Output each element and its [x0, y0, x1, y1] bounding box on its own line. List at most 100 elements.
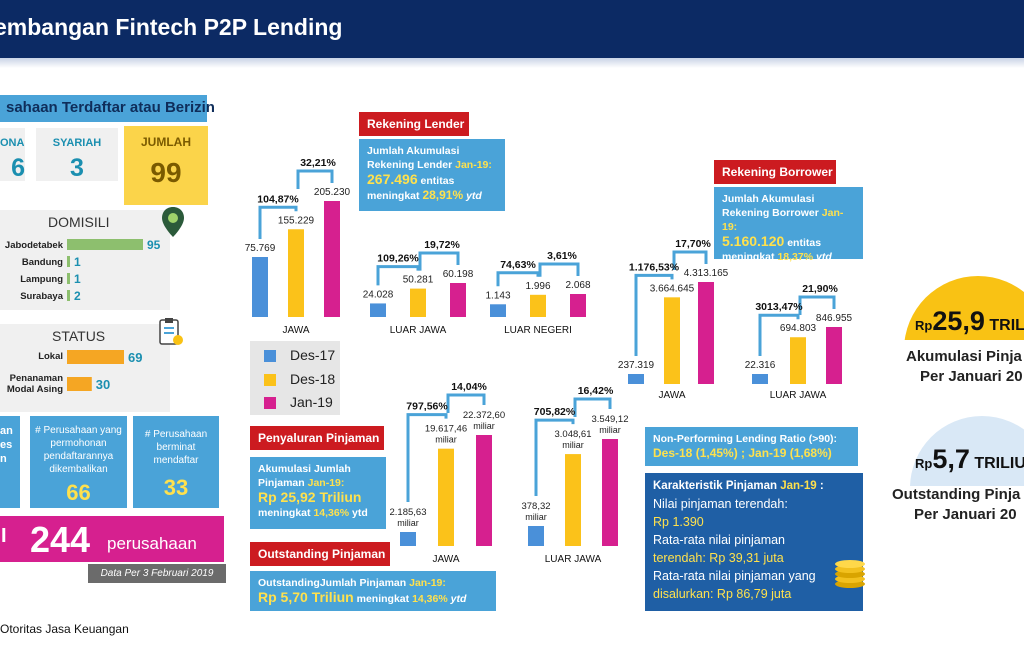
bar-rekening-lender-luar-jawa-jan-19: [450, 283, 466, 317]
karakteristik-line-4: Rata-rata nilai pinjaman yang: [653, 569, 816, 583]
category-label: LUAR JAWA: [770, 390, 827, 401]
npl-line2: Des-18 (1,45%) ; Jan-19 (1,68%): [653, 446, 832, 460]
legend-label-jan19: Jan-19: [290, 394, 333, 410]
domisili-bar-label: Bandung: [22, 257, 63, 268]
growth-label: 797,56%: [406, 401, 448, 413]
tile-syariah: SYARIAH 3: [36, 128, 118, 182]
bar-value-label: 22.372,60: [463, 410, 505, 421]
tile-jumlah: JUMLAH 99: [124, 126, 208, 205]
borrower-line2b: Jan-19:: [722, 207, 844, 233]
borrower-line2a: Rekening Borrower: [722, 207, 819, 219]
kpi-outstanding-badge: [910, 416, 1024, 486]
bar-value-label: 60.198: [443, 269, 474, 280]
tile-berizin: an es n: [0, 416, 20, 508]
karakteristik-title-c: :: [819, 480, 824, 492]
domisili-bar-label: Lampung: [20, 274, 63, 285]
outstanding-amount: Rp 5,70 Triliun: [258, 589, 354, 605]
kpi-outstanding-caption2: Per Januari 20: [914, 506, 1017, 523]
penyaluran-line2b: Jan-19:: [307, 477, 345, 489]
legend-swatch-des18: [264, 374, 276, 386]
domisili-bar: [67, 239, 143, 250]
bar-penyaluran-pinjaman-luar-jawa-des-17: [528, 526, 544, 546]
growth-bracket: [258, 205, 298, 239]
bar-penyaluran-pinjaman-luar-jawa-des-18: [565, 454, 581, 546]
status-bar-label: Lokal: [38, 351, 63, 362]
domisili-title: DOMISILI: [48, 214, 110, 230]
penyaluran-line2a: Pinjaman: [258, 477, 305, 489]
bar-value-label: 22.316: [745, 360, 776, 371]
kpi-accumulation-unit: TRIL: [989, 317, 1024, 334]
bar-value-unit: miliar: [599, 425, 621, 435]
karakteristik-title-b: Jan-19: [780, 480, 817, 492]
outstanding-label: Outstanding Pinjaman: [250, 542, 390, 566]
total-value: 244: [30, 519, 91, 560]
coins-icon: [835, 560, 865, 588]
lender-line1: Jumlah Akumulasi: [367, 145, 460, 157]
bar-value-label: 4.313.165: [684, 268, 729, 279]
bar-rekening-borrower-jawa-des-18: [664, 297, 680, 384]
outstanding-growth-suffix: ytd: [450, 593, 467, 605]
karakteristik-line-0: Nilai pinjaman terendah:: [653, 497, 788, 511]
kpi-accumulation-badge: [904, 276, 1024, 340]
growth-bracket: [496, 271, 540, 287]
tile-dikembalikan-value: 66: [66, 480, 91, 505]
bar-value-label: 846.955: [816, 313, 853, 324]
legend-swatch-des17: [264, 350, 276, 362]
total-unit: perusahaan: [107, 534, 197, 553]
header-bar: [0, 0, 1024, 58]
bar-value-unit: miliar: [473, 421, 495, 431]
penyaluran-growth: 14,36%: [313, 507, 350, 519]
total-banner: I 244 perusahaan: [0, 516, 224, 562]
status-bar: [67, 350, 124, 364]
bar-value-label: 205.230: [314, 187, 351, 198]
clipboard-icon: [159, 318, 183, 345]
growth-bracket: [406, 413, 448, 502]
status-bar-value: 30: [96, 377, 110, 392]
npl-line1: Non-Performing Lending Ratio (>90):: [653, 433, 838, 445]
kpi-outstanding-unit: TRILIU: [974, 455, 1024, 472]
tile-berminat-value: 33: [163, 475, 189, 500]
tile-konvensional-value: 6: [11, 154, 25, 181]
borrower-count: 5.160.120: [722, 233, 785, 249]
bar-penyaluran-pinjaman-luar-jawa-jan-19: [602, 439, 618, 546]
status-bar-label: Modal Asing: [7, 384, 63, 395]
bar-rekening-borrower-jawa-jan-19: [698, 282, 714, 384]
growth-bracket: [534, 418, 575, 496]
legend-swatch-jan19: [264, 397, 276, 409]
lender-line2a: Rekening Lender: [367, 159, 453, 171]
location-pin-icon: [162, 207, 184, 237]
kpi-accumulation-caption1: Akumulasi Pinja: [906, 348, 1022, 365]
growth-label: 16,42%: [578, 385, 614, 397]
bar-rekening-borrower-luar-jawa-des-17: [752, 374, 768, 384]
bar-rekening-lender-luar-negeri-des-17: [490, 304, 506, 317]
growth-label: 104,87%: [257, 193, 299, 205]
lender-growth-suffix: ytd: [466, 190, 482, 202]
bar-value-unit: miliar: [397, 518, 419, 528]
status-panel: [0, 324, 170, 412]
tile-jumlah-label: JUMLAH: [141, 135, 191, 149]
growth-bracket: [446, 393, 486, 413]
borrower-growth-prefix: meningkat: [722, 251, 775, 263]
karakteristik-line-5: disalurkan: Rp 86,79 juta: [653, 587, 792, 601]
karakteristik-line-2: Rata-rata nilai pinjaman: [653, 533, 786, 547]
bar-value-label: 75.769: [245, 243, 276, 254]
kpi-outstanding-value: 5,7: [932, 444, 970, 474]
status-bar-label: Penanaman: [10, 373, 64, 384]
bar-value-label: 19.617,46: [425, 424, 467, 435]
growth-bracket: [573, 397, 612, 417]
growth-label: 705,82%: [534, 406, 576, 418]
growth-label: 17,70%: [675, 238, 711, 250]
npl-box: Non-Performing Lending Ratio (>90): Des-…: [645, 427, 858, 466]
tile-dikembalikan-label: # Perusahaan yang permohonan pendaftaran…: [35, 425, 122, 475]
bar-rekening-borrower-luar-jawa-des-18: [790, 337, 806, 384]
growth-label: 109,26%: [377, 253, 419, 265]
category-label: JAWA: [432, 554, 459, 565]
bar-value-unit: miliar: [562, 440, 584, 450]
kpi-accumulation-value-row: Rp25,9 TRIL: [915, 306, 1024, 337]
domisili-panel: [0, 210, 170, 310]
domisili-bar-value: 1: [74, 272, 81, 286]
borrower-growth-suffix: ytd: [815, 251, 832, 263]
outstanding-growth-prefix: meningkat: [356, 593, 410, 605]
growth-bracket: [376, 265, 420, 286]
bar-value-label: 24.028: [363, 289, 394, 300]
